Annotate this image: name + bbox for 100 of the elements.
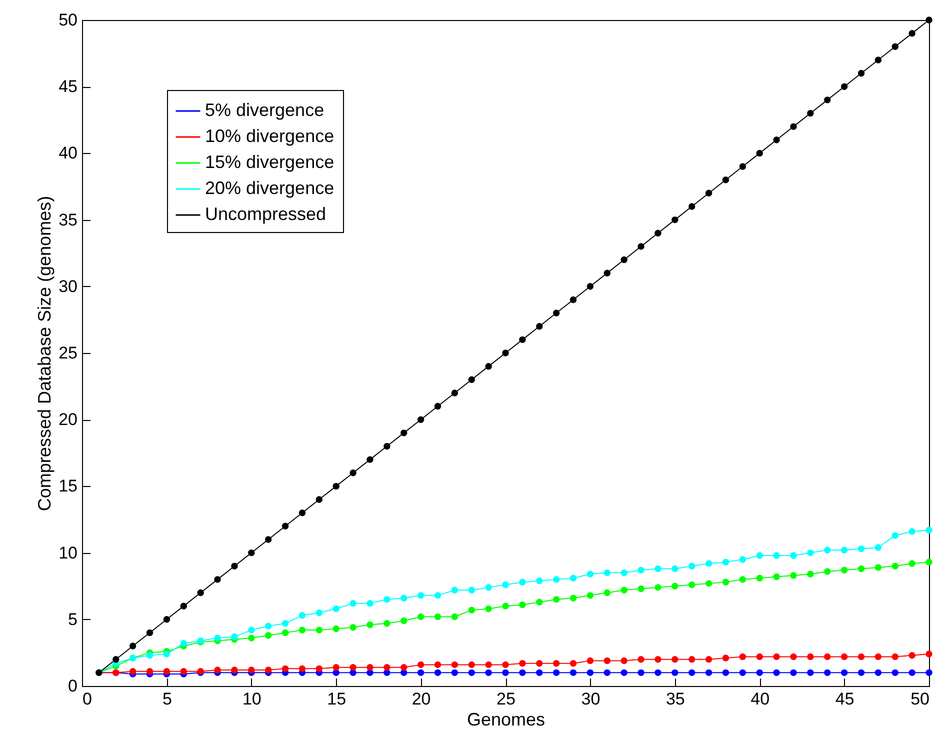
point: [129, 668, 136, 675]
point: [570, 660, 577, 667]
point: [739, 556, 746, 563]
point: [807, 549, 814, 556]
y-tick-label: 5: [68, 610, 78, 629]
point: [180, 668, 187, 675]
point: [908, 669, 916, 676]
point: [756, 552, 763, 559]
point: [620, 569, 628, 576]
point: [468, 669, 475, 676]
point: [790, 552, 797, 559]
x-tick-label: 20: [412, 690, 431, 708]
point: [570, 594, 577, 602]
point: [332, 605, 340, 612]
point: [282, 665, 289, 672]
point: [604, 669, 610, 676]
point: [366, 621, 374, 628]
point: [908, 30, 916, 37]
point: [350, 600, 356, 607]
legend-label: 15% divergence: [205, 152, 334, 172]
point: [926, 669, 932, 676]
point: [248, 666, 255, 674]
point: [485, 669, 492, 676]
y-tick-label: 50: [58, 10, 78, 30]
point: [468, 586, 475, 594]
point: [434, 592, 442, 599]
point: [858, 70, 865, 77]
point: [485, 661, 492, 668]
point: [552, 596, 560, 603]
point: [146, 652, 154, 659]
x-tick-label: 25: [496, 690, 516, 708]
legend-label: Uncompressed: [205, 204, 326, 224]
point: [570, 296, 577, 304]
point: [519, 601, 526, 608]
point: [756, 653, 763, 660]
point: [840, 669, 848, 676]
point: [908, 652, 916, 659]
point: [552, 669, 560, 676]
point: [282, 522, 289, 530]
point: [773, 653, 780, 660]
point: [282, 629, 289, 636]
point: [366, 600, 374, 607]
point: [485, 362, 492, 370]
point: [451, 661, 458, 668]
point: [366, 456, 374, 463]
point: [773, 136, 780, 144]
point: [807, 669, 814, 676]
point: [892, 669, 898, 676]
point: [688, 669, 696, 676]
point: [672, 582, 678, 590]
point: [468, 661, 475, 668]
x-tick-label: 40: [750, 690, 770, 708]
point: [451, 586, 458, 594]
point: [468, 376, 475, 383]
x-tick-label: 5: [162, 690, 172, 708]
point: [536, 669, 543, 676]
point: [384, 596, 390, 603]
x-tick-label: 45: [835, 690, 854, 708]
point: [926, 558, 932, 566]
point: [332, 625, 340, 632]
point: [824, 653, 831, 660]
point: [705, 190, 712, 197]
point: [807, 570, 814, 578]
point: [570, 669, 577, 676]
y-tick-label: 25: [58, 344, 78, 362]
point: [163, 616, 170, 623]
point: [552, 310, 560, 316]
point: [858, 669, 865, 676]
point: [874, 653, 882, 660]
point: [163, 650, 170, 658]
point: [434, 669, 442, 676]
point: [214, 576, 221, 583]
point: [586, 592, 594, 599]
point: [756, 669, 763, 676]
x-tick-label: 30: [581, 690, 600, 708]
point: [231, 562, 238, 570]
point: [248, 626, 255, 634]
point: [163, 668, 170, 675]
point: [840, 83, 848, 90]
x-axis-title: Genomes: [466, 710, 546, 730]
point: [146, 668, 154, 675]
point: [773, 573, 780, 580]
point: [892, 532, 898, 539]
legend-label: 20% divergence: [205, 178, 334, 198]
point: [519, 578, 526, 586]
point: [552, 660, 560, 667]
y-tick-label: 45: [58, 77, 78, 96]
point: [417, 661, 424, 668]
point: [638, 243, 644, 250]
x-tick-label: 0: [82, 690, 92, 708]
point: [688, 203, 696, 210]
point: [756, 150, 763, 157]
point: [282, 620, 289, 627]
point: [536, 598, 543, 606]
point: [654, 656, 662, 663]
point: [586, 570, 594, 578]
point: [502, 602, 509, 610]
point: [451, 613, 458, 620]
point: [231, 633, 238, 640]
point: [604, 589, 610, 596]
